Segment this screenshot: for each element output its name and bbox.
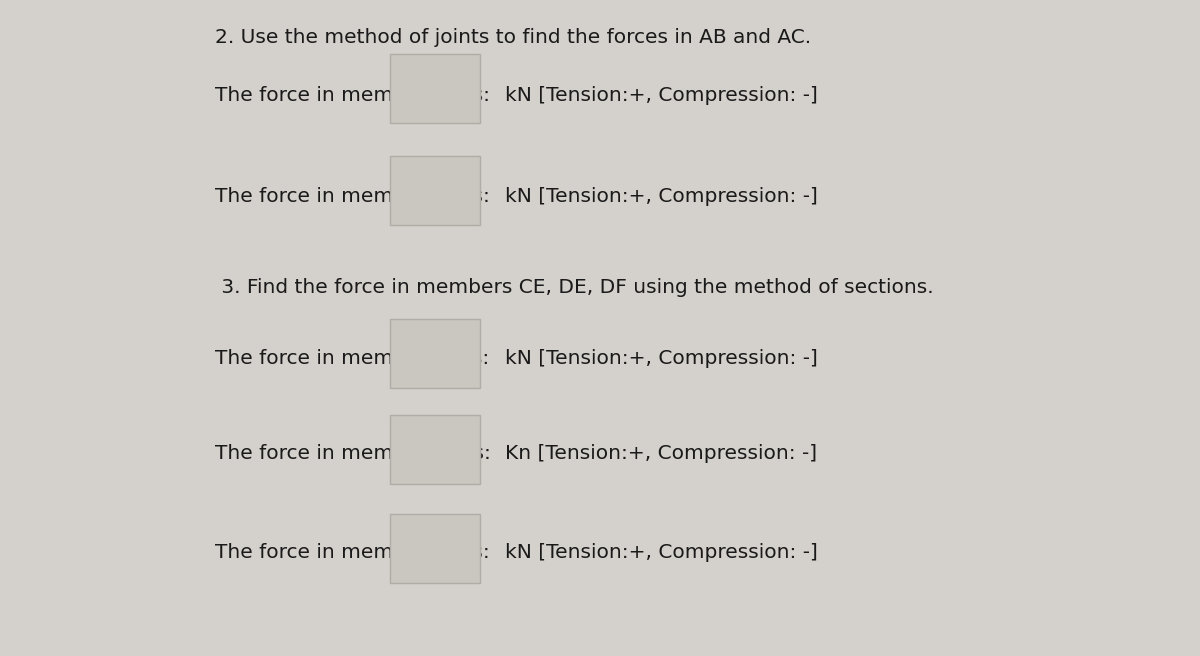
Text: The force in member CE is:: The force in member CE is: (215, 349, 490, 368)
Text: The force in member DF is:: The force in member DF is: (215, 543, 490, 562)
Text: kN [Tension:+, Compression: -]: kN [Tension:+, Compression: -] (505, 349, 818, 368)
Text: kN [Tension:+, Compression: -]: kN [Tension:+, Compression: -] (505, 187, 818, 206)
Text: Kn [Tension:+, Compression: -]: Kn [Tension:+, Compression: -] (505, 445, 817, 464)
Bar (390, 415, 480, 483)
Text: kN [Tension:+, Compression: -]: kN [Tension:+, Compression: -] (505, 543, 818, 562)
Text: The force in member DE is:: The force in member DE is: (215, 445, 491, 464)
Text: The force in member AB is:: The force in member AB is: (215, 86, 490, 105)
Text: 3. Find the force in members CE, DE, DF using the method of sections.: 3. Find the force in members CE, DE, DF … (215, 277, 934, 297)
Bar (390, 514, 480, 583)
Bar (390, 319, 480, 388)
Bar (390, 54, 480, 123)
Bar (390, 156, 480, 226)
Text: 2. Use the method of joints to find the forces in AB and AC.: 2. Use the method of joints to find the … (215, 28, 811, 47)
Text: The force in member AC is:: The force in member AC is: (215, 187, 490, 206)
Text: kN [Tension:+, Compression: -]: kN [Tension:+, Compression: -] (505, 86, 818, 105)
